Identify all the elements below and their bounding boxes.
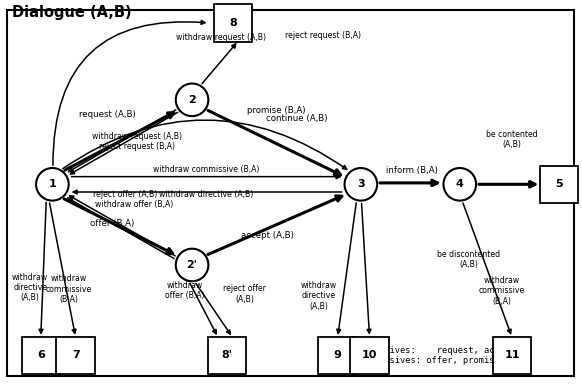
FancyBboxPatch shape [214,5,252,41]
Text: withdraw
offer (B,A): withdraw offer (B,A) [165,281,205,301]
Text: 2': 2' [187,260,197,270]
Text: withdraw offer (B,A): withdraw offer (B,A) [95,200,173,209]
Text: directives:    request, accept
commissives: offer, promise: directives: request, accept commissives:… [358,346,516,365]
Text: be discontented
(A,B): be discontented (A,B) [437,250,500,269]
Text: 1: 1 [48,179,56,189]
FancyBboxPatch shape [540,166,578,203]
Text: reject request (B,A): reject request (B,A) [99,142,175,151]
Text: withdraw request (A,B): withdraw request (A,B) [176,33,266,42]
Text: reject offer (A,B): reject offer (A,B) [93,190,157,199]
Ellipse shape [176,249,208,281]
Text: withdraw directive (A,B): withdraw directive (A,B) [159,190,254,199]
Text: inform (B,A): inform (B,A) [385,166,438,175]
Text: 11: 11 [505,350,520,360]
Text: 3: 3 [357,179,365,189]
Text: withdraw
commissive
(B,A): withdraw commissive (B,A) [478,276,525,306]
Text: reject request (B,A): reject request (B,A) [285,31,361,40]
Text: withdraw commissive (B,A): withdraw commissive (B,A) [154,165,260,174]
Text: withdraw
commissive
(B,A): withdraw commissive (B,A) [45,274,92,304]
Text: continue (A,B): continue (A,B) [266,114,328,123]
Ellipse shape [36,168,69,200]
Ellipse shape [176,84,208,116]
Text: 2: 2 [188,95,196,105]
Text: 8': 8' [222,350,232,360]
FancyBboxPatch shape [7,10,574,376]
Text: 7: 7 [72,350,80,360]
Ellipse shape [443,168,476,200]
FancyBboxPatch shape [493,337,531,374]
Text: 9: 9 [333,350,342,360]
FancyBboxPatch shape [56,337,95,374]
FancyBboxPatch shape [208,337,246,374]
Text: 8: 8 [229,18,237,28]
Text: withdraw
directive
(A,B): withdraw directive (A,B) [301,281,337,311]
Text: withdraw request (A,B): withdraw request (A,B) [92,132,182,141]
Text: request (A,B): request (A,B) [79,110,136,119]
Text: 10: 10 [362,350,377,360]
Text: be contented
(A,B): be contented (A,B) [487,129,538,149]
Text: reject offer
(A,B): reject offer (A,B) [223,284,266,304]
Ellipse shape [345,168,377,200]
Text: Dialogue (A,B): Dialogue (A,B) [12,5,132,20]
Text: 4: 4 [456,179,464,189]
FancyBboxPatch shape [22,337,60,374]
Text: offer (B,A): offer (B,A) [90,219,134,228]
Text: 5: 5 [555,179,563,189]
FancyBboxPatch shape [318,337,357,374]
FancyBboxPatch shape [350,337,389,374]
Text: 6: 6 [37,350,45,360]
Text: promise (B,A): promise (B,A) [247,106,306,115]
Text: accept (A,B): accept (A,B) [242,231,294,240]
Text: withdraw
directive
(A,B): withdraw directive (A,B) [12,273,48,303]
